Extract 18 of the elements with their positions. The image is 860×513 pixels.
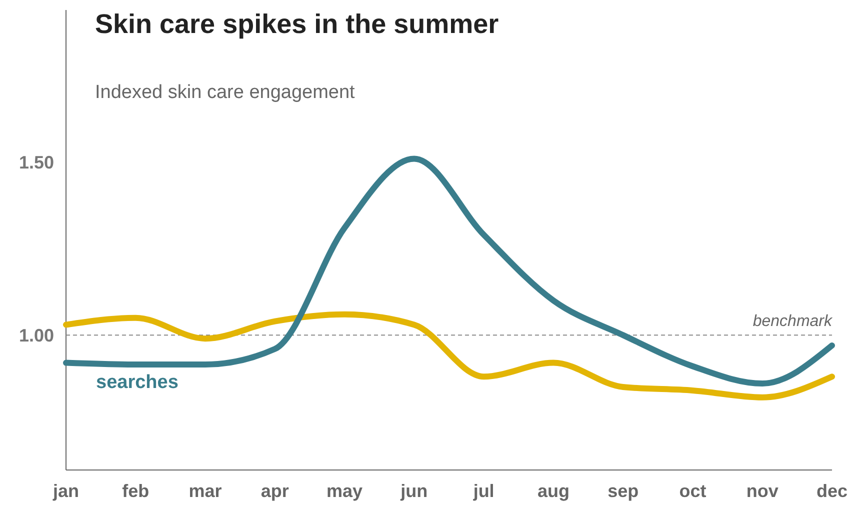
text: Indexed skin care engagement: [95, 82, 356, 103]
chart-title: Skin care spikes in the summer: [95, 9, 500, 39]
x-tick-label: mar: [188, 481, 222, 501]
x-tick-label: jan: [52, 481, 80, 501]
y-tick-label: 1.00: [18, 325, 54, 346]
x-tick-label: jun: [400, 481, 428, 501]
ref-line-label: benchmark: [752, 313, 833, 330]
x-tick-label: jul: [472, 481, 494, 501]
series-label: searches: [96, 372, 178, 393]
x-tick-label: oct: [679, 481, 706, 501]
x-tick-label: may: [326, 481, 363, 501]
x-tick-label: aug: [537, 481, 570, 501]
x-tick-label: nov: [746, 481, 778, 501]
x-tick-label: feb: [122, 481, 150, 501]
x-tick-label: sep: [608, 481, 639, 501]
x-tick-label: apr: [260, 481, 289, 501]
y-tick-label: 1.50: [18, 152, 54, 172]
x-tick-label: dec: [816, 481, 848, 501]
